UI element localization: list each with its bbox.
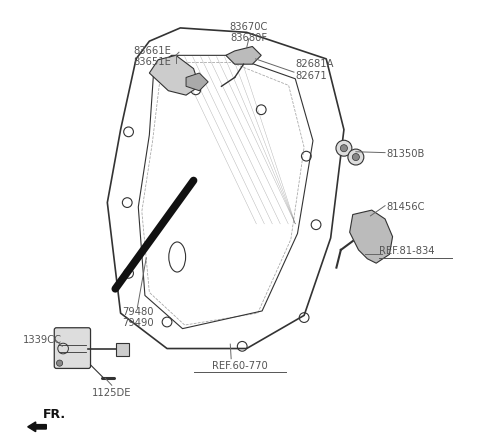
Text: 79480
79490: 79480 79490	[122, 307, 154, 328]
FancyBboxPatch shape	[54, 328, 91, 368]
Text: 1125DE: 1125DE	[92, 388, 132, 398]
FancyArrow shape	[28, 422, 46, 432]
Circle shape	[340, 145, 348, 152]
Circle shape	[336, 140, 352, 156]
Polygon shape	[349, 210, 393, 263]
Circle shape	[57, 360, 63, 366]
Text: REF.81-834: REF.81-834	[379, 246, 435, 256]
Text: 1339CC: 1339CC	[24, 335, 62, 345]
Text: 83661E
83651E: 83661E 83651E	[133, 46, 171, 68]
Text: FR.: FR.	[43, 408, 66, 421]
Text: 81350B: 81350B	[386, 149, 424, 159]
Polygon shape	[226, 46, 261, 64]
Circle shape	[352, 154, 360, 161]
Text: REF.60-770: REF.60-770	[212, 361, 268, 371]
Text: 81456C: 81456C	[386, 202, 424, 212]
FancyBboxPatch shape	[116, 343, 130, 356]
Text: 82681A
82671: 82681A 82671	[295, 59, 334, 81]
Polygon shape	[149, 55, 199, 95]
Text: 83670C
83680F: 83670C 83680F	[229, 21, 268, 43]
Polygon shape	[186, 73, 208, 91]
Circle shape	[348, 149, 364, 165]
